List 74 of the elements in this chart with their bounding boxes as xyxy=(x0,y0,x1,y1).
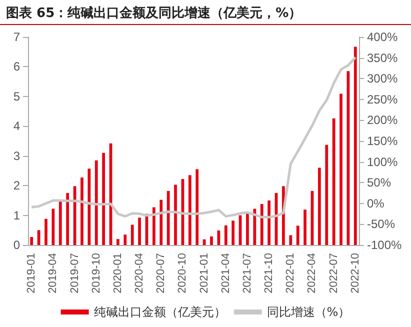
chart-title: 图表 65：纯碱出口金额及同比增速（亿美元，%） xyxy=(0,0,411,25)
y-tick-label: 7 xyxy=(13,30,20,44)
bar xyxy=(196,169,199,245)
y2-tick-label: 0% xyxy=(367,196,385,210)
bar xyxy=(44,218,48,245)
y2-tick-label: 250% xyxy=(367,92,398,106)
bar xyxy=(354,46,357,245)
bar xyxy=(30,236,34,245)
y2-tick-label: 300% xyxy=(367,72,398,86)
x-tick-label: 2022-10 xyxy=(349,253,362,294)
x-tick-label: 2019-10 xyxy=(90,253,102,294)
bar xyxy=(80,178,84,245)
y2-tick-label: 400% xyxy=(367,30,398,44)
x-tick-label: 2021-07 xyxy=(241,253,254,294)
y-tick-label: 4 xyxy=(13,119,20,134)
bar xyxy=(217,230,220,245)
bar xyxy=(94,160,98,245)
x-tick-label: 2021-04 xyxy=(220,253,232,294)
y-tick-label: 3 xyxy=(13,148,20,163)
y2-tick-label: 200% xyxy=(367,113,398,128)
x-tick-label: 2019-04 xyxy=(47,253,60,294)
x-tick-label: 2022-04 xyxy=(306,253,318,294)
legend-label: 同比增速（%） xyxy=(266,305,350,319)
bar xyxy=(289,235,292,245)
bar xyxy=(138,218,141,245)
bar xyxy=(52,208,55,245)
bar xyxy=(232,220,235,245)
bar xyxy=(88,168,91,245)
y2-tick-label: -50% xyxy=(367,217,396,232)
y-tick-label: 6 xyxy=(13,60,20,74)
bar xyxy=(160,200,163,245)
x-tick-label: 2021-01 xyxy=(198,253,210,294)
bar xyxy=(253,208,256,245)
y2-tick-label: 100% xyxy=(367,154,398,169)
y2-tick-label: -100% xyxy=(367,238,402,252)
y-tick-label: 5 xyxy=(13,89,20,104)
bar xyxy=(325,144,328,245)
y2-tick-label: 350% xyxy=(367,50,398,65)
bar xyxy=(304,210,306,245)
x-tick-label: 2020-07 xyxy=(155,253,168,294)
bar xyxy=(174,184,177,245)
bar xyxy=(188,175,192,245)
x-tick-label: 2020-10 xyxy=(176,253,189,294)
bar xyxy=(340,94,342,245)
bar xyxy=(116,239,120,245)
bar xyxy=(318,168,321,245)
bar xyxy=(268,200,270,245)
x-tick-label: 2021-10 xyxy=(263,253,276,294)
bar xyxy=(102,152,105,245)
y2-tick-label: 50% xyxy=(367,176,392,190)
line-series xyxy=(30,56,357,218)
x-tick-label: 2019-01 xyxy=(26,253,38,294)
bar xyxy=(58,201,62,245)
y2-tick-label: 150% xyxy=(367,134,398,148)
bar xyxy=(152,207,156,245)
legend-label: 纯碱出口金额（亿美元） xyxy=(94,305,226,319)
x-tick-label: 2020-01 xyxy=(112,253,124,294)
x-tick-label: 2019-07 xyxy=(68,253,81,294)
bar xyxy=(332,118,336,245)
bar xyxy=(166,190,170,245)
bar xyxy=(246,212,249,245)
bar xyxy=(124,234,127,245)
bar xyxy=(130,224,134,245)
bar xyxy=(224,225,228,245)
y-tick-label: 2 xyxy=(13,178,20,193)
bar xyxy=(210,236,213,245)
bar xyxy=(296,226,300,245)
x-tick-label: 2022-07 xyxy=(328,253,340,294)
y-tick-label: 0 xyxy=(13,238,20,252)
x-tick-label: 2020-04 xyxy=(134,253,146,294)
x-tick-label: 2022-01 xyxy=(284,253,297,294)
y-tick-label: 1 xyxy=(13,208,20,222)
bar xyxy=(260,204,264,245)
bar xyxy=(66,193,70,245)
